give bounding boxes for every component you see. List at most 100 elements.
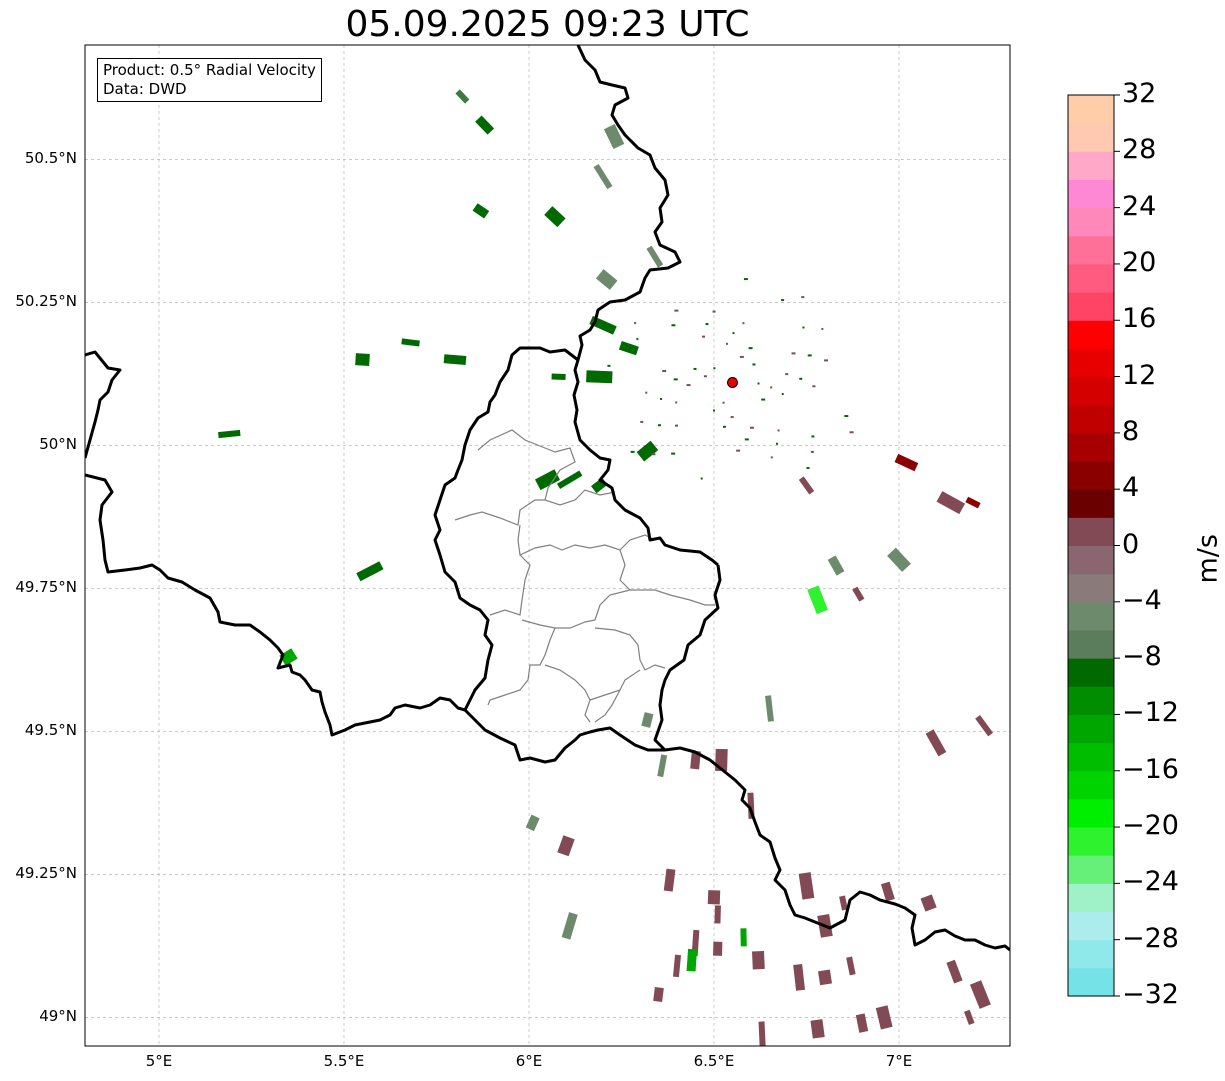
colorbar-tick-label: 28 xyxy=(1122,134,1157,166)
radar-echo xyxy=(852,586,865,602)
colorbar-segment xyxy=(1068,123,1114,152)
radar-echo xyxy=(765,695,774,722)
radar-echo xyxy=(636,440,659,462)
colorbar-segment xyxy=(1068,320,1114,349)
radar-echo xyxy=(855,1013,869,1033)
radar-speckle xyxy=(703,375,707,378)
border-luxembourg-france xyxy=(463,708,665,764)
lat-tick-label: 50.5°N xyxy=(24,149,77,168)
canton-border xyxy=(594,627,666,671)
radar-echo xyxy=(443,354,467,365)
colorbar-segment xyxy=(1068,883,1114,913)
radar-echo xyxy=(810,1019,825,1039)
radar-echo xyxy=(646,245,664,268)
colorbar-tick-label: 32 xyxy=(1122,78,1157,109)
radar-speckle xyxy=(712,310,716,313)
radar-echo xyxy=(752,950,765,970)
colorbar-segment xyxy=(1068,179,1114,209)
radar-speckle xyxy=(807,354,812,357)
radar-echo xyxy=(455,89,470,104)
radar-speckle xyxy=(742,322,745,325)
map-frame xyxy=(84,44,1011,1047)
colorbar-tick-label: 8 xyxy=(1122,415,1140,447)
radar-speckle xyxy=(770,456,773,459)
colorbar-segment xyxy=(1068,95,1114,124)
colorbar-segment xyxy=(1068,151,1114,180)
radar-echo xyxy=(557,835,575,857)
radar-speckle xyxy=(791,352,796,355)
country-borders xyxy=(85,45,1010,952)
radar-echo xyxy=(586,370,613,384)
radar-echo xyxy=(875,1005,893,1030)
lat-tick-label: 49°N xyxy=(39,1007,77,1026)
radar-speckle xyxy=(736,449,741,452)
radar-speckle xyxy=(725,342,728,345)
radar-speckle xyxy=(636,338,639,341)
colorbar-segment xyxy=(1068,714,1114,744)
radar-echo xyxy=(839,895,848,911)
colorbar xyxy=(1067,94,1120,997)
radar-speckle xyxy=(810,450,814,453)
radar-echo xyxy=(887,547,911,572)
radar-speckle xyxy=(674,424,678,427)
border-luxembourg-germany xyxy=(653,564,722,752)
radar-speckle xyxy=(730,416,734,419)
radar-echo xyxy=(880,881,895,902)
canton-border xyxy=(589,669,641,701)
colorbar-segment xyxy=(1068,827,1114,856)
radar-speckle xyxy=(824,359,829,362)
radar-speckle xyxy=(657,424,661,427)
radar-speckle xyxy=(821,327,824,330)
radar-speckle xyxy=(673,378,678,381)
border-luxembourg-belgium xyxy=(433,346,579,711)
colorbar-tick-label: −32 xyxy=(1122,979,1179,1010)
colorbar-segment xyxy=(1068,686,1114,715)
radar-speckle xyxy=(722,425,726,428)
radar-speckle xyxy=(761,398,766,401)
colorbar-segment xyxy=(1068,658,1114,687)
radar-echo xyxy=(672,954,682,978)
canton-border xyxy=(594,689,621,723)
radar-speckle xyxy=(686,384,691,387)
radar-echo xyxy=(975,715,994,737)
radar-echo xyxy=(618,341,639,356)
colorbar-tick-label: 16 xyxy=(1122,303,1157,335)
radar-echo xyxy=(356,561,384,582)
canton-border xyxy=(477,429,616,506)
radar-echo xyxy=(657,754,668,778)
radar-echo xyxy=(593,163,613,190)
radar-speckle xyxy=(844,415,849,418)
radar-speckle xyxy=(781,299,785,302)
radar-speckle xyxy=(671,324,676,327)
colorbar-tick-label: 12 xyxy=(1122,359,1157,391)
radar-echo xyxy=(475,115,495,135)
radar-speckle xyxy=(743,278,748,281)
radar-speckle xyxy=(713,409,715,412)
colorbar-tick-label: −4 xyxy=(1122,584,1162,616)
canton-border xyxy=(454,499,545,526)
radar-echo xyxy=(920,894,937,912)
colorbar-segment xyxy=(1068,489,1114,518)
map-title: 05.09.2025 09:23 UTC xyxy=(345,4,750,45)
colorbar-tick-label: −24 xyxy=(1122,866,1179,898)
colorbar-segment xyxy=(1068,404,1114,434)
radar-speckle xyxy=(660,398,663,401)
lat-tick-label: 50.25°N xyxy=(15,292,77,311)
radar-speckle xyxy=(801,296,805,299)
radar-echo xyxy=(472,203,490,219)
lat-tick-label: 50°N xyxy=(39,435,77,454)
radar-echo xyxy=(793,963,806,991)
radar-speckle xyxy=(806,467,810,470)
radar-echo xyxy=(936,491,966,515)
colorbar-segment xyxy=(1068,573,1114,603)
radar-echo xyxy=(965,496,981,509)
radar-echo xyxy=(846,956,856,976)
radar-speckle xyxy=(802,326,805,329)
radar-echo xyxy=(946,959,963,984)
radar-speckle xyxy=(849,431,854,434)
radar-echo xyxy=(663,868,676,892)
colorbar-segment xyxy=(1068,629,1114,659)
radar-echo xyxy=(595,269,618,290)
radar-speckle xyxy=(748,347,753,350)
